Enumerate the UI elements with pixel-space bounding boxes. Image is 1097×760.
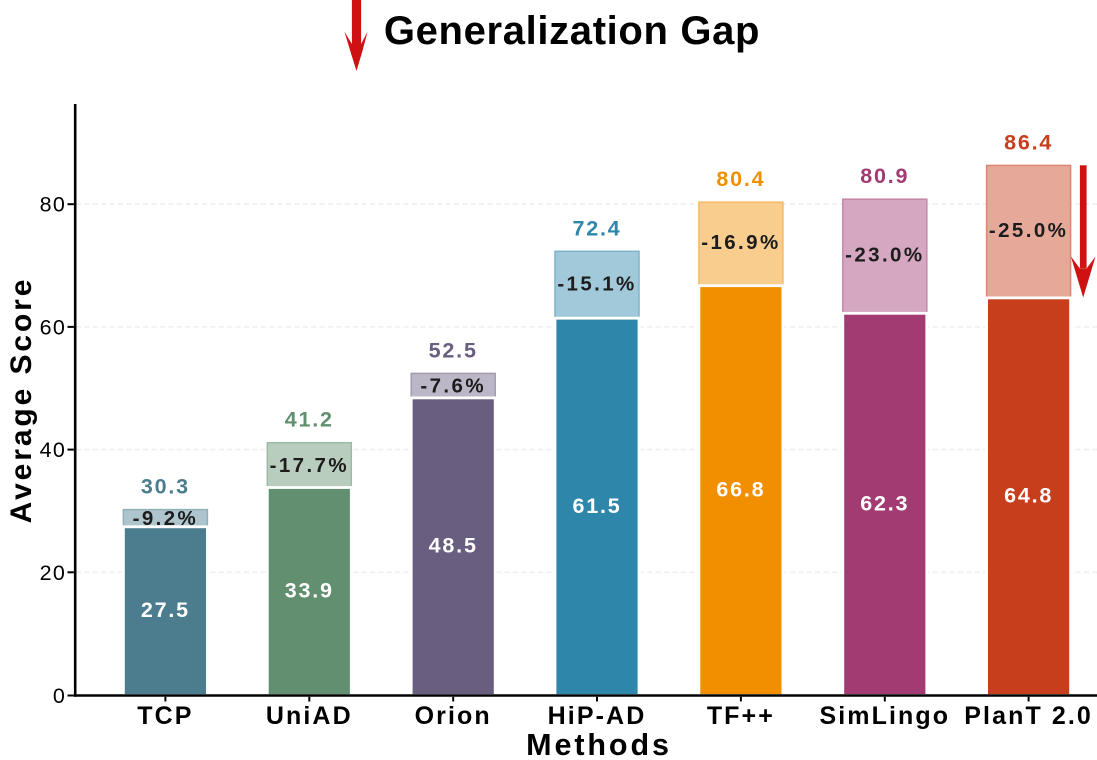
svg-text:SimLingo: SimLingo — [819, 702, 950, 730]
svg-text:0: 0 — [53, 684, 66, 708]
svg-text:-7.6%: -7.6% — [420, 375, 486, 398]
svg-text:-25.0%: -25.0% — [989, 219, 1068, 242]
svg-text:40: 40 — [40, 438, 66, 462]
svg-text:HiP-AD: HiP-AD — [548, 702, 647, 730]
svg-text:80: 80 — [40, 193, 66, 217]
svg-text:Average Score: Average Score — [5, 277, 38, 524]
svg-text:TCP: TCP — [137, 702, 193, 730]
svg-text:80.9: 80.9 — [860, 164, 909, 188]
svg-text:-16.9%: -16.9% — [701, 231, 780, 254]
svg-text:Orion: Orion — [415, 702, 492, 730]
svg-text:72.4: 72.4 — [572, 216, 621, 240]
svg-text:-23.0%: -23.0% — [845, 244, 924, 267]
svg-text:80.4: 80.4 — [716, 167, 765, 191]
svg-text:64.8: 64.8 — [1004, 484, 1053, 508]
svg-text:-9.2%: -9.2% — [133, 507, 199, 530]
svg-text:61.5: 61.5 — [572, 494, 621, 518]
svg-text:PlanT 2.0: PlanT 2.0 — [964, 702, 1093, 730]
svg-text:Generalization Gap: Generalization Gap — [384, 9, 760, 53]
svg-text:30.3: 30.3 — [141, 475, 190, 499]
svg-text:UniAD: UniAD — [266, 702, 353, 730]
svg-text:27.5: 27.5 — [141, 598, 190, 622]
svg-text:41.2: 41.2 — [285, 408, 334, 432]
svg-text:48.5: 48.5 — [429, 534, 478, 558]
svg-text:86.4: 86.4 — [1004, 130, 1053, 154]
svg-text:20: 20 — [40, 561, 66, 585]
svg-text:-15.1%: -15.1% — [557, 272, 636, 295]
svg-text:60: 60 — [40, 315, 66, 339]
svg-text:TF++: TF++ — [707, 702, 775, 730]
svg-text:33.9: 33.9 — [285, 578, 334, 602]
svg-text:-17.7%: -17.7% — [270, 454, 349, 477]
svg-text:66.8: 66.8 — [716, 478, 765, 502]
svg-text:62.3: 62.3 — [860, 491, 909, 515]
svg-text:52.5: 52.5 — [429, 338, 478, 362]
svg-text:Methods: Methods — [526, 728, 672, 760]
